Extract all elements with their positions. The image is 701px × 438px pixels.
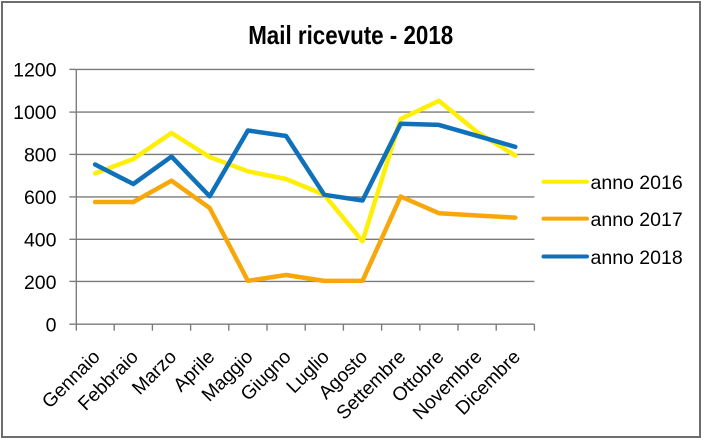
svg-text:anno 2016: anno 2016 <box>591 172 683 194</box>
svg-text:800: 800 <box>24 145 57 167</box>
svg-text:Mail ricevute - 2018: Mail ricevute - 2018 <box>248 20 453 50</box>
svg-text:anno 2017: anno 2017 <box>591 209 683 231</box>
svg-text:600: 600 <box>24 187 57 209</box>
svg-text:1200: 1200 <box>13 60 57 82</box>
svg-text:1000: 1000 <box>13 102 57 124</box>
svg-text:400: 400 <box>24 229 57 251</box>
svg-text:anno 2018: anno 2018 <box>591 247 683 269</box>
svg-text:0: 0 <box>46 314 57 336</box>
svg-text:200: 200 <box>24 272 57 294</box>
